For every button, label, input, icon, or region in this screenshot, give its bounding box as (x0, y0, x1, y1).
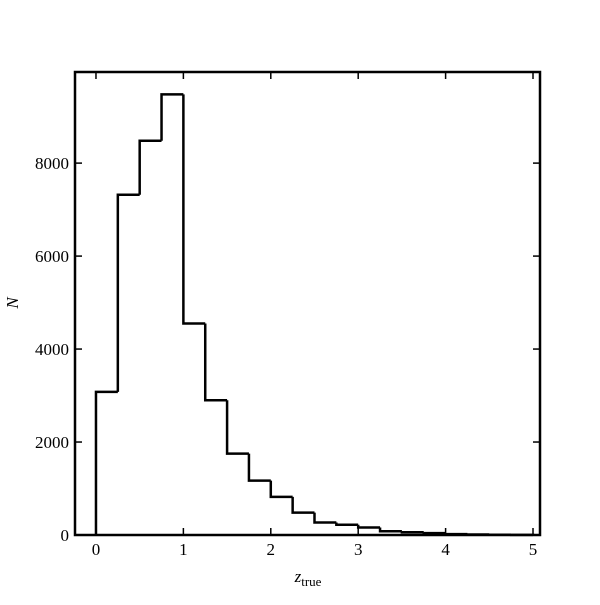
histogram-step (205, 323, 227, 400)
x-tick-label: 5 (529, 540, 538, 559)
histogram-step (446, 533, 468, 534)
y-axis-label: N (3, 296, 22, 310)
histogram-step (183, 94, 205, 323)
histogram-step (424, 532, 446, 533)
x-tick-label: 4 (441, 540, 450, 559)
histogram-step (249, 454, 271, 481)
y-tick-label: 0 (61, 526, 70, 545)
histogram-step (380, 528, 402, 532)
histogram-step (402, 531, 424, 532)
histogram-step (293, 497, 315, 513)
histogram-step (162, 94, 184, 140)
histogram-step (358, 525, 380, 528)
y-tick-label: 4000 (35, 340, 69, 359)
x-tick-label: 3 (354, 540, 363, 559)
histogram-step (118, 195, 140, 392)
x-tick-label: 0 (92, 540, 101, 559)
histogram-step (336, 522, 358, 524)
x-tick-label: 2 (267, 540, 276, 559)
x-axis-label: ztrue (294, 567, 322, 589)
x-tick-label: 1 (179, 540, 188, 559)
x-label-subscript: true (301, 574, 321, 589)
histogram-step (140, 141, 162, 195)
y-tick-label: 8000 (35, 154, 69, 173)
histogram-step (271, 481, 293, 497)
y-tick-label: 6000 (35, 247, 69, 266)
histogram-step (314, 513, 336, 523)
y-tick-label: 2000 (35, 433, 69, 452)
histogram-step (227, 400, 249, 453)
histogram-step (96, 392, 118, 535)
